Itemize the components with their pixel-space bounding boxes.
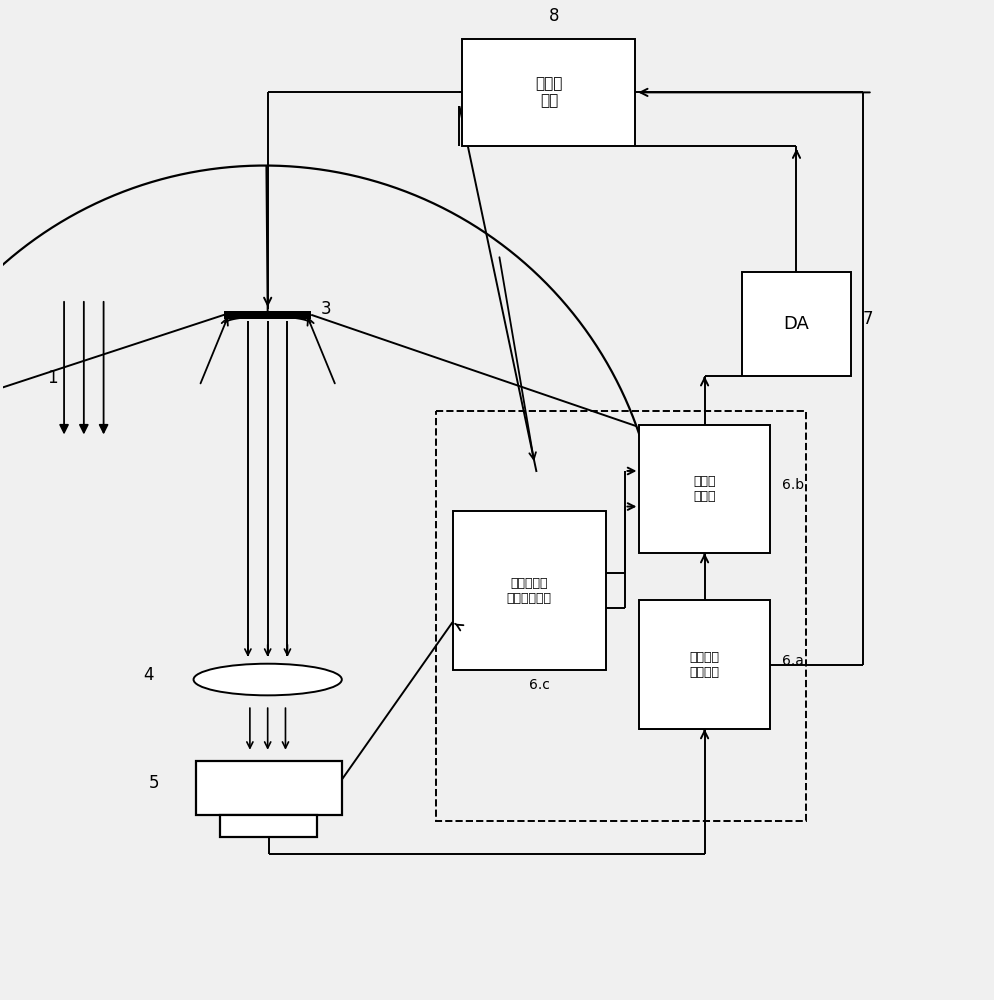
Bar [462,39,635,146]
Bar [196,761,342,815]
Bar [221,815,317,837]
Text: 光电探测器
信号处理单元: 光电探测器 信号处理单元 [507,577,552,605]
Text: 6.b: 6.b [781,478,804,492]
Text: 3: 3 [321,300,332,318]
Text: 信号处
理单元: 信号处 理单元 [694,475,716,503]
Text: 6.c: 6.c [529,678,550,692]
Ellipse shape [194,664,342,695]
Bar [743,272,851,376]
Text: 2: 2 [452,544,463,562]
Bar [639,425,769,553]
Text: 8: 8 [549,7,560,25]
Bar [225,311,311,319]
Bar [435,411,806,821]
Bar [639,600,769,729]
Text: 4: 4 [143,666,154,684]
Text: 1: 1 [48,369,58,387]
Text: 7: 7 [863,310,873,328]
Text: 5: 5 [149,774,160,792]
Text: DA: DA [783,315,809,333]
Bar [452,511,605,670]
Text: 6.a: 6.a [781,654,803,668]
Text: 高压放
大器: 高压放 大器 [535,76,563,109]
Text: 正弦信号
发生单元: 正弦信号 发生单元 [690,651,720,679]
